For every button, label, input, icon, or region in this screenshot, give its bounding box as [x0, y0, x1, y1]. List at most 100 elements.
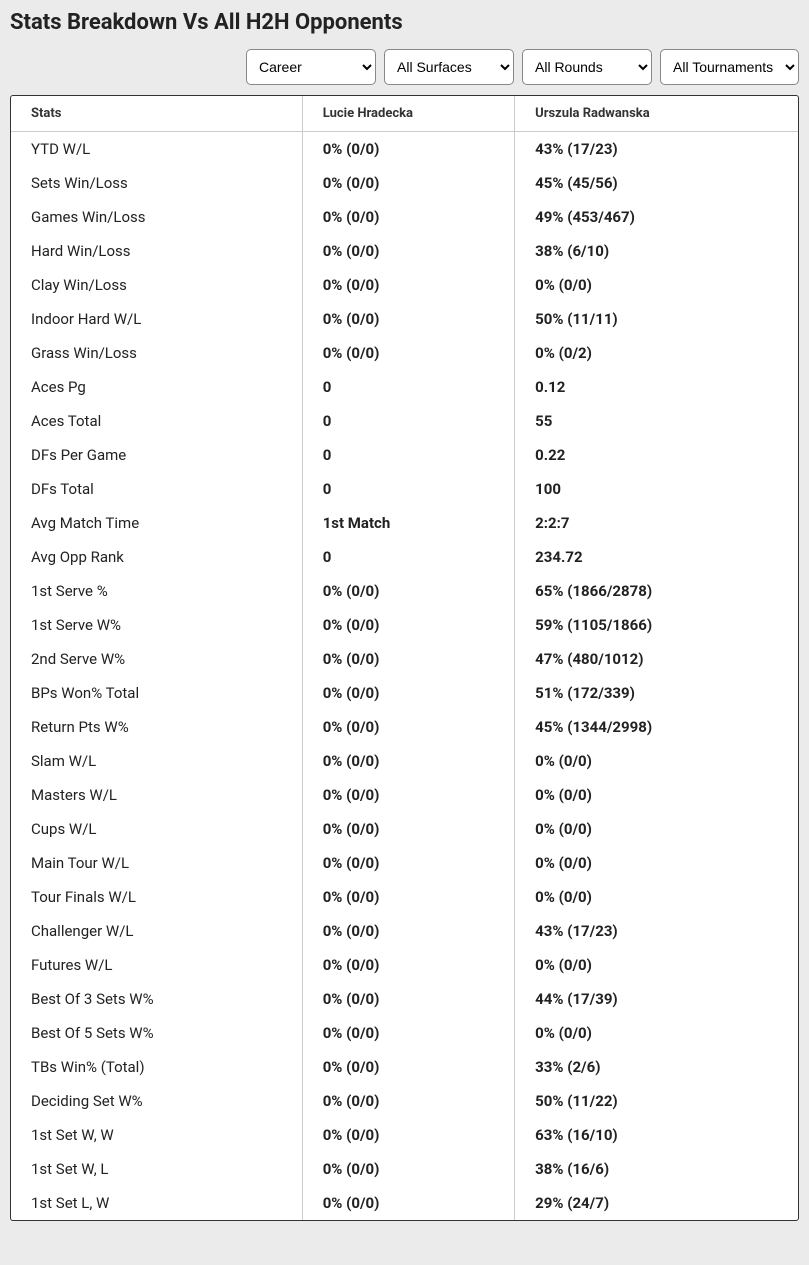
player1-value: 0% (0/0)	[302, 1050, 514, 1084]
stats-table: Stats Lucie Hradecka Urszula Radwanska Y…	[11, 96, 798, 1220]
table-row: Aces Total055	[11, 404, 798, 438]
player1-value: 0% (0/0)	[302, 1016, 514, 1050]
stat-label: 1st Set L, W	[11, 1186, 302, 1220]
stat-label: Avg Match Time	[11, 506, 302, 540]
stat-label: Futures W/L	[11, 948, 302, 982]
stat-label: BPs Won% Total	[11, 676, 302, 710]
stat-label: Best Of 3 Sets W%	[11, 982, 302, 1016]
stat-label: Games Win/Loss	[11, 200, 302, 234]
player2-value: 0% (0/0)	[515, 880, 798, 914]
player2-value: 2:2:7	[515, 506, 798, 540]
table-row: 1st Set W, L0% (0/0)38% (16/6)	[11, 1152, 798, 1186]
player1-value: 0% (0/0)	[302, 744, 514, 778]
player1-value: 0% (0/0)	[302, 166, 514, 200]
stat-label: Sets Win/Loss	[11, 166, 302, 200]
surface-select[interactable]: All Surfaces	[384, 49, 514, 85]
player1-value: 0	[302, 370, 514, 404]
table-row: 2nd Serve W%0% (0/0)47% (480/1012)	[11, 642, 798, 676]
table-row: BPs Won% Total0% (0/0)51% (172/339)	[11, 676, 798, 710]
player2-value: 38% (16/6)	[515, 1152, 798, 1186]
table-row: Best Of 3 Sets W%0% (0/0)44% (17/39)	[11, 982, 798, 1016]
table-row: 1st Serve W%0% (0/0)59% (1105/1866)	[11, 608, 798, 642]
player2-value: 45% (45/56)	[515, 166, 798, 200]
player1-value: 0% (0/0)	[302, 914, 514, 948]
player2-value: 63% (16/10)	[515, 1118, 798, 1152]
stat-label: Best Of 5 Sets W%	[11, 1016, 302, 1050]
round-select[interactable]: All Rounds	[522, 49, 652, 85]
player2-value: 234.72	[515, 540, 798, 574]
stat-label: Indoor Hard W/L	[11, 302, 302, 336]
stat-label: Clay Win/Loss	[11, 268, 302, 302]
table-row: 1st Set L, W0% (0/0)29% (24/7)	[11, 1186, 798, 1220]
table-row: 1st Set W, W0% (0/0)63% (16/10)	[11, 1118, 798, 1152]
table-row: DFs Total0100	[11, 472, 798, 506]
player1-value: 0% (0/0)	[302, 812, 514, 846]
stat-label: 1st Set W, L	[11, 1152, 302, 1186]
period-select[interactable]: Career	[246, 49, 376, 85]
table-row: Aces Pg00.12	[11, 370, 798, 404]
player2-value: 65% (1866/2878)	[515, 574, 798, 608]
player1-value: 0% (0/0)	[302, 948, 514, 982]
col-header-stats: Stats	[11, 96, 302, 132]
table-row: Sets Win/Loss0% (0/0)45% (45/56)	[11, 166, 798, 200]
player2-value: 43% (17/23)	[515, 132, 798, 167]
player2-value: 29% (24/7)	[515, 1186, 798, 1220]
player1-value: 0% (0/0)	[302, 302, 514, 336]
stat-label: Grass Win/Loss	[11, 336, 302, 370]
player1-value: 1st Match	[302, 506, 514, 540]
stat-label: 1st Set W, W	[11, 1118, 302, 1152]
table-row: Indoor Hard W/L0% (0/0)50% (11/11)	[11, 302, 798, 336]
player2-value: 0% (0/0)	[515, 846, 798, 880]
player1-value: 0	[302, 540, 514, 574]
player1-value: 0% (0/0)	[302, 710, 514, 744]
player1-value: 0	[302, 472, 514, 506]
player1-value: 0% (0/0)	[302, 200, 514, 234]
player2-value: 0% (0/0)	[515, 778, 798, 812]
stat-label: Tour Finals W/L	[11, 880, 302, 914]
player2-value: 0.22	[515, 438, 798, 472]
stat-label: Aces Total	[11, 404, 302, 438]
player2-value: 38% (6/10)	[515, 234, 798, 268]
stat-label: 1st Serve W%	[11, 608, 302, 642]
player1-value: 0% (0/0)	[302, 1186, 514, 1220]
table-row: Avg Opp Rank0234.72	[11, 540, 798, 574]
player1-value: 0% (0/0)	[302, 1118, 514, 1152]
player1-value: 0% (0/0)	[302, 778, 514, 812]
stat-label: Masters W/L	[11, 778, 302, 812]
table-row: Futures W/L0% (0/0)0% (0/0)	[11, 948, 798, 982]
player2-value: 0% (0/0)	[515, 948, 798, 982]
player2-value: 0% (0/0)	[515, 268, 798, 302]
player2-value: 50% (11/22)	[515, 1084, 798, 1118]
player1-value: 0% (0/0)	[302, 234, 514, 268]
filter-bar: Career All Surfaces All Rounds All Tourn…	[10, 49, 799, 85]
stat-label: Hard Win/Loss	[11, 234, 302, 268]
player1-value: 0% (0/0)	[302, 132, 514, 167]
table-row: Clay Win/Loss0% (0/0)0% (0/0)	[11, 268, 798, 302]
stats-table-wrap: Stats Lucie Hradecka Urszula Radwanska Y…	[10, 95, 799, 1221]
table-row: Deciding Set W%0% (0/0)50% (11/22)	[11, 1084, 798, 1118]
player1-value: 0	[302, 438, 514, 472]
player1-value: 0% (0/0)	[302, 574, 514, 608]
player2-value: 44% (17/39)	[515, 982, 798, 1016]
table-header-row: Stats Lucie Hradecka Urszula Radwanska	[11, 96, 798, 132]
col-header-player1: Lucie Hradecka	[302, 96, 514, 132]
stat-label: Return Pts W%	[11, 710, 302, 744]
page-title: Stats Breakdown Vs All H2H Opponents	[10, 10, 799, 35]
tournament-select[interactable]: All Tournaments	[660, 49, 799, 85]
stat-label: 2nd Serve W%	[11, 642, 302, 676]
player2-value: 59% (1105/1866)	[515, 608, 798, 642]
player2-value: 50% (11/11)	[515, 302, 798, 336]
player2-value: 100	[515, 472, 798, 506]
player2-value: 43% (17/23)	[515, 914, 798, 948]
table-row: Challenger W/L0% (0/0)43% (17/23)	[11, 914, 798, 948]
table-row: Masters W/L0% (0/0)0% (0/0)	[11, 778, 798, 812]
stat-label: Avg Opp Rank	[11, 540, 302, 574]
table-row: Grass Win/Loss0% (0/0)0% (0/2)	[11, 336, 798, 370]
player2-value: 45% (1344/2998)	[515, 710, 798, 744]
player2-value: 55	[515, 404, 798, 438]
player2-value: 0% (0/0)	[515, 812, 798, 846]
table-row: Best Of 5 Sets W%0% (0/0)0% (0/0)	[11, 1016, 798, 1050]
player2-value: 33% (2/6)	[515, 1050, 798, 1084]
stat-label: 1st Serve %	[11, 574, 302, 608]
table-row: Avg Match Time1st Match2:2:7	[11, 506, 798, 540]
